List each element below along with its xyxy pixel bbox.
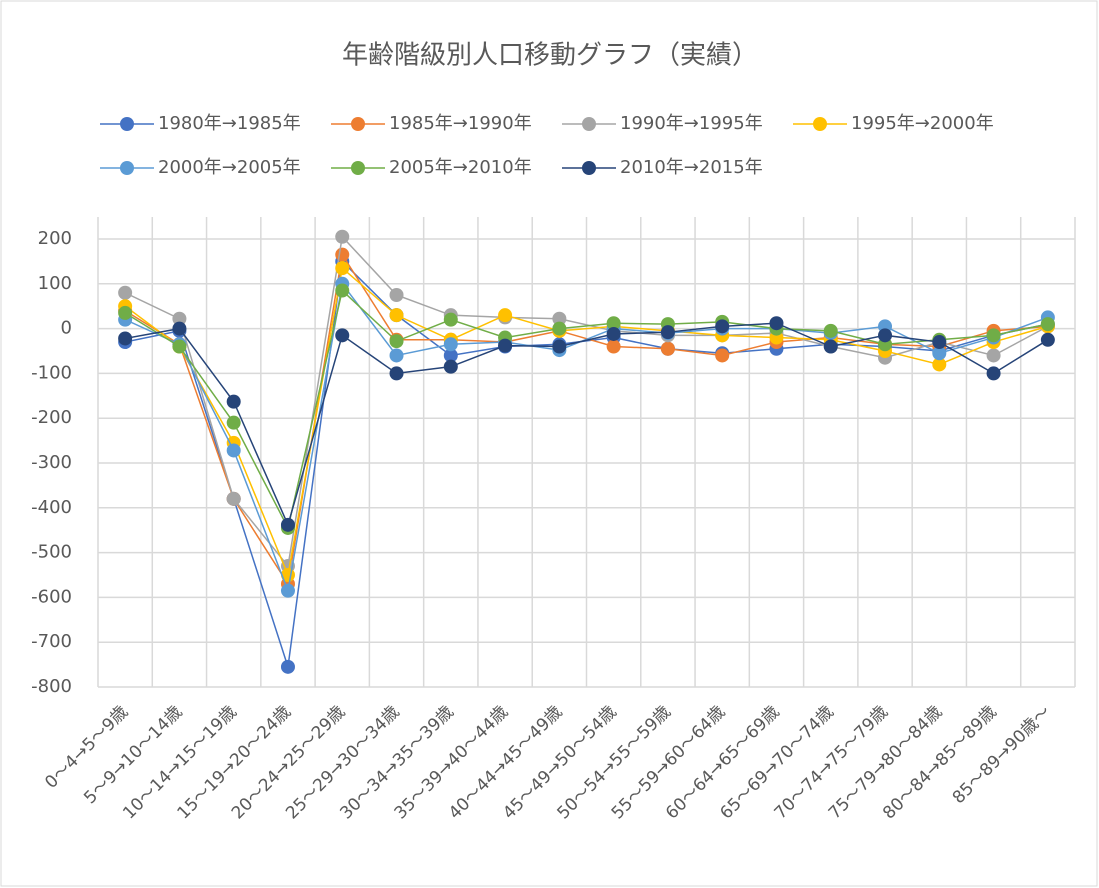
data-point: [986, 328, 1001, 343]
data-point: [606, 316, 621, 331]
data-point: [335, 229, 350, 244]
legend-label: 1995年→2000年: [851, 113, 994, 134]
series-line: [124, 289, 1049, 531]
data-point: [118, 331, 133, 346]
legend-marker: [582, 161, 596, 175]
data-point: [932, 357, 947, 372]
y-tick-label: -200: [31, 407, 72, 428]
data-point: [226, 415, 241, 430]
data-point: [118, 285, 133, 300]
data-point: [389, 308, 404, 323]
data-point: [443, 312, 458, 327]
data-point: [280, 517, 295, 532]
data-point: [226, 394, 241, 409]
y-tick-label: 200: [38, 228, 72, 249]
legend-marker: [120, 117, 134, 131]
data-point: [443, 359, 458, 374]
data-point: [335, 261, 350, 276]
data-point: [1040, 332, 1055, 347]
data-point: [986, 366, 1001, 381]
data-point: [606, 326, 621, 341]
legend-marker: [351, 161, 365, 175]
data-point: [280, 583, 295, 598]
data-point: [606, 339, 621, 354]
legend-label: 2000年→2005年: [158, 157, 301, 178]
series-line: [124, 281, 1049, 594]
data-point: [986, 348, 1001, 363]
data-point: [172, 321, 187, 336]
data-point: [660, 341, 675, 356]
y-tick-label: -400: [31, 497, 72, 518]
y-tick-label: -100: [31, 362, 72, 383]
data-point: [878, 328, 893, 343]
legend-label: 2010年→2015年: [620, 157, 763, 178]
y-tick-label: -300: [31, 452, 72, 473]
data-point: [932, 346, 947, 361]
data-point: [226, 491, 241, 506]
y-tick-label: -700: [31, 631, 72, 652]
series-line: [125, 322, 1049, 528]
data-point: [443, 337, 458, 352]
y-tick-label: 0: [61, 318, 72, 339]
y-tick-label: -800: [31, 676, 72, 697]
y-tick-label: -500: [31, 542, 72, 563]
legend-label: 1990年→1995年: [620, 113, 763, 134]
data-point: [280, 659, 295, 674]
data-point: [498, 308, 513, 323]
data-point: [389, 348, 404, 363]
series-line: [124, 266, 1049, 578]
data-point: [389, 366, 404, 381]
legend-label: 2005年→2010年: [389, 157, 532, 178]
data-point: [172, 311, 187, 326]
data-point: [1040, 317, 1055, 332]
legend-marker: [351, 117, 365, 131]
data-point: [335, 247, 350, 262]
legend-marker: [120, 161, 134, 175]
data-point: [660, 325, 675, 340]
data-point: [552, 339, 567, 354]
legend-label: 1980年→1985年: [158, 113, 301, 134]
data-point: [443, 348, 458, 363]
data-point: [552, 321, 567, 336]
data-point: [389, 334, 404, 349]
data-point: [932, 335, 947, 350]
data-point: [226, 443, 241, 458]
y-tick-label: 100: [38, 273, 72, 294]
y-tick-label: -600: [31, 586, 72, 607]
data-point: [118, 305, 133, 320]
data-point: [498, 338, 513, 353]
legend-marker: [813, 117, 827, 131]
data-point: [335, 328, 350, 343]
data-point: [389, 288, 404, 302]
chart-title: 年齢階級別人口移動グラフ（実績）: [342, 41, 758, 71]
legend-marker: [582, 117, 596, 131]
data-point: [715, 348, 730, 363]
data-point: [172, 339, 187, 354]
data-point: [552, 311, 567, 326]
data-point: [823, 323, 838, 338]
data-point: [823, 339, 838, 354]
data-point: [769, 316, 784, 331]
data-point: [335, 283, 350, 298]
legend-label: 1985年→1990年: [389, 113, 532, 134]
data-point: [715, 319, 730, 334]
